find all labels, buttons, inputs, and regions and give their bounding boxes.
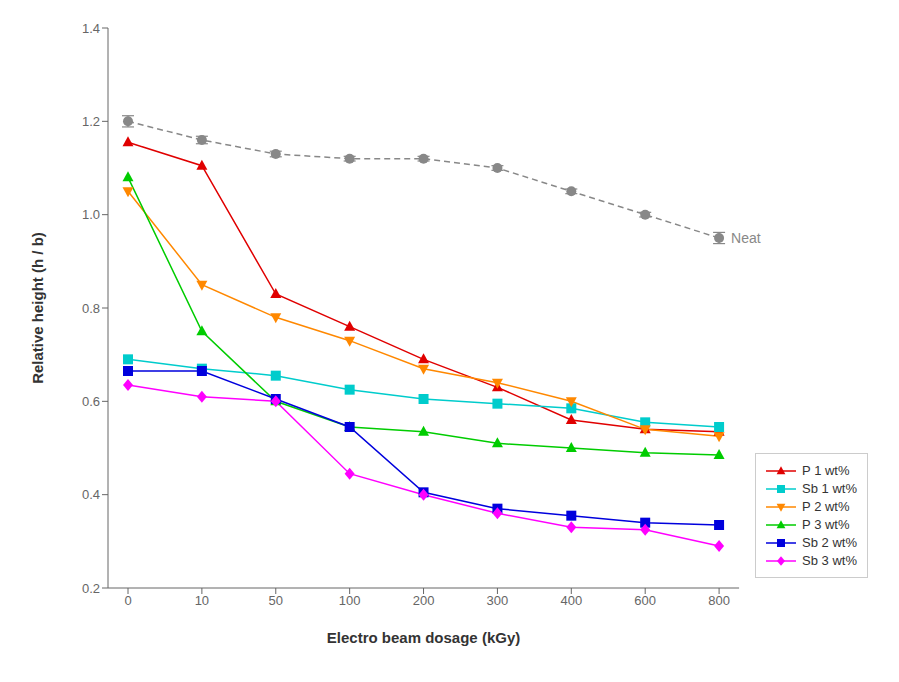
- svg-text:Neat: Neat: [731, 230, 761, 246]
- svg-text:600: 600: [634, 593, 656, 608]
- html-text:Sb 2 wt%: Sb 2 wt%: [802, 535, 857, 550]
- html-text:Sb 3 wt%: Sb 3 wt%: [802, 553, 857, 568]
- svg-text:1.4: 1.4: [82, 21, 100, 36]
- svg-text:0.8: 0.8: [82, 301, 100, 316]
- svg-text:Electro beam dosage (kGy): Electro beam dosage (kGy): [327, 629, 520, 646]
- svg-text:200: 200: [413, 593, 435, 608]
- svg-text:100: 100: [339, 593, 361, 608]
- svg-text:400: 400: [560, 593, 582, 608]
- svg-text:1.0: 1.0: [82, 207, 100, 222]
- html-text:P 3 wt%: P 3 wt%: [802, 517, 850, 532]
- html-text:P 2 wt%: P 2 wt%: [802, 499, 850, 514]
- svg-text:300: 300: [487, 593, 509, 608]
- svg-text:0.6: 0.6: [82, 394, 100, 409]
- html-text:P 1 wt%: P 1 wt%: [802, 463, 850, 478]
- svg-text:Relative height (h / b): Relative height (h / b): [29, 232, 46, 384]
- svg-text:50: 50: [269, 593, 283, 608]
- svg-text:0.4: 0.4: [82, 487, 100, 502]
- svg-text:0.2: 0.2: [82, 581, 100, 596]
- svg-text:800: 800: [708, 593, 730, 608]
- svg-text:10: 10: [195, 593, 209, 608]
- svg-text:1.2: 1.2: [82, 114, 100, 129]
- html-text:Sb 1 wt%: Sb 1 wt%: [802, 481, 857, 496]
- svg-text:0: 0: [124, 593, 131, 608]
